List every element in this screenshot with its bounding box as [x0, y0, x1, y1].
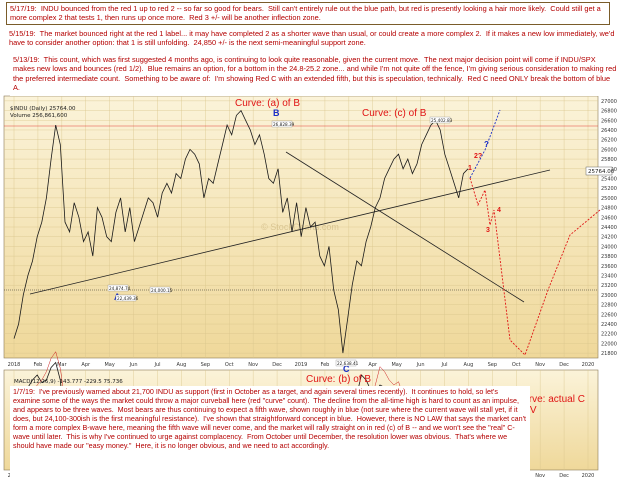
- y-tick-label: 23600: [601, 264, 617, 270]
- wave-label-red-1: 1: [468, 165, 472, 172]
- wave-label-blue-q: ?: [484, 140, 489, 149]
- price-tag: 24,874.74: [109, 286, 131, 291]
- macd-header: MACD(12,26,9) -143.777 -229.5 75.736: [14, 379, 123, 385]
- x-tick-label: Sep: [201, 362, 210, 368]
- x-tick-label: Dec: [559, 362, 569, 368]
- x-tick-label: Feb: [320, 362, 329, 368]
- price-tag-box: [429, 116, 451, 124]
- annotation-curve-c: Curve: (c) of B: [362, 108, 427, 119]
- x-tick-label: May: [391, 362, 401, 368]
- y-tick-label: 24400: [601, 225, 617, 231]
- y-tick-label: 25800: [601, 157, 617, 163]
- y-tick-label: 25200: [601, 186, 617, 192]
- y-tick-label: 24800: [601, 206, 617, 212]
- price-tag-box: [335, 359, 357, 367]
- x-tick-label: May: [104, 362, 114, 368]
- y-tick-label: 26000: [601, 147, 617, 153]
- wave-label-blue-b: B: [273, 108, 280, 118]
- x-tick-label: Apr: [81, 362, 91, 368]
- y-tick-label: 25400: [601, 176, 617, 182]
- price-tag: 26,828.39: [273, 122, 295, 127]
- price-tag: 24,000.15: [151, 288, 173, 293]
- y-tick-label: 26600: [601, 118, 617, 124]
- wave-label-red-2: 2?: [474, 153, 482, 160]
- y-tick-label: 26200: [601, 138, 617, 144]
- y-tick-label: 27000: [601, 99, 617, 105]
- price-tag-box: [115, 294, 137, 302]
- x-tick-label: Jul: [153, 362, 160, 368]
- y-tick-label: 23000: [601, 293, 617, 299]
- y-tick-label: 22800: [601, 303, 617, 309]
- y-tick-label: 26400: [601, 128, 617, 134]
- price-tag-box: [149, 286, 171, 294]
- x-tick-label-macd: Nov: [535, 473, 545, 479]
- x-tick-label: Oct: [512, 362, 521, 368]
- x-tick-label: 2018: [8, 362, 21, 368]
- price-tag: 25,402.83: [431, 118, 453, 123]
- y-tick-label: 22200: [601, 332, 617, 338]
- y-tick-label: 23200: [601, 283, 617, 289]
- x-tick-label: 2020: [582, 362, 595, 368]
- x-tick-label: Sep: [488, 362, 497, 368]
- chart-volume: Volume 256,861,600: [10, 113, 68, 119]
- price-tag-box: [271, 120, 293, 128]
- red-projection-path: [469, 177, 601, 356]
- x-tick-label: Oct: [225, 362, 234, 368]
- price-readout: 25764.00: [588, 169, 615, 175]
- y-tick-label: 25000: [601, 196, 617, 202]
- x-tick-label: 2019: [295, 362, 308, 368]
- x-tick-label: Aug: [464, 362, 474, 368]
- wave-label-blue-c: C: [343, 364, 350, 374]
- y-tick-label: 21800: [601, 351, 617, 357]
- wave-label-red-4: 4: [497, 207, 501, 214]
- price-series-line: [13, 109, 469, 354]
- x-tick-label: Jun: [129, 362, 138, 368]
- price-tag: 22,638.41: [337, 361, 359, 366]
- trendline-support: [29, 169, 551, 295]
- x-tick-label: Jul: [440, 362, 447, 368]
- x-tick-label-macd: Dec: [559, 473, 569, 479]
- y-tick-label: 22000: [601, 341, 617, 347]
- update-note-5-15: 5/15/19: The market bounced right at the…: [6, 28, 634, 52]
- y-tick-label: 24000: [601, 244, 617, 250]
- x-tick-label: Mar: [57, 362, 67, 368]
- price-tag-box: [107, 284, 129, 292]
- y-tick-label: 24600: [601, 215, 617, 221]
- trendline-resistance: [285, 151, 525, 303]
- y-tick-label: 23400: [601, 274, 617, 280]
- x-tick-label: Jun: [416, 362, 425, 368]
- x-tick-label-macd: 2020: [582, 473, 595, 479]
- x-tick-label: Apr: [368, 362, 378, 368]
- wave-label-red-3: 3: [486, 227, 490, 234]
- x-tick-label: Aug: [177, 362, 187, 368]
- x-tick-label: Nov: [535, 362, 545, 368]
- y-tick-label: 22400: [601, 322, 617, 328]
- price-readout-box: [585, 166, 613, 176]
- y-tick-label: 23800: [601, 254, 617, 260]
- price-tag: 22,439.36: [117, 296, 139, 301]
- y-tick-label: 22600: [601, 312, 617, 318]
- x-tick-label: Dec: [272, 362, 282, 368]
- annotation-curve-b: Curve: (b) of B: [306, 374, 371, 385]
- annotation-curve-a: Curve: (a) of B: [235, 98, 300, 109]
- chart-ticker: $INDU (Daily) 25764.00: [10, 106, 76, 112]
- update-note-5-17: 5/17/19: INDU bounced from the red 1 up …: [6, 2, 610, 25]
- y-tick-label: 26800: [601, 109, 617, 115]
- x-tick-label: Feb: [33, 362, 42, 368]
- blue-projection-path: [469, 109, 501, 179]
- update-note-1-7: 1/7/19: I've previously warned about 21,…: [10, 386, 530, 478]
- update-note-5-13: 5/13/19: This count, which was first sug…: [10, 54, 620, 96]
- x-tick-label: Nov: [248, 362, 258, 368]
- y-tick-label: 24200: [601, 235, 617, 241]
